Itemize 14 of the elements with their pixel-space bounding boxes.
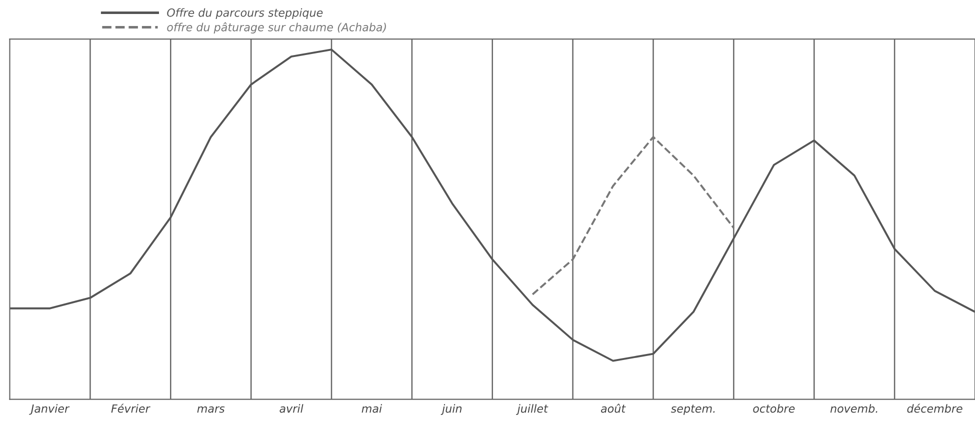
x-tick-label: juillet bbox=[516, 404, 548, 415]
text: Offre du parcours steppique bbox=[167, 8, 323, 19]
x-tick-label: Janvier bbox=[29, 404, 70, 415]
x-tick-label: décembre bbox=[907, 404, 962, 413]
x-tick-label: Février bbox=[111, 404, 150, 413]
x-tick-label: juin bbox=[440, 404, 462, 415]
x-tick-label: avril bbox=[280, 404, 304, 413]
x-tick-label: octobre bbox=[753, 404, 795, 413]
x-tick-label: novemb. bbox=[830, 404, 878, 413]
x-tick-label: mai bbox=[362, 404, 382, 413]
x-tick-label: mars bbox=[197, 406, 225, 413]
text: offre du pâturage sur chaume (Achaba) bbox=[167, 22, 386, 34]
x-tick-label: août bbox=[600, 404, 626, 413]
x-tick-label: septem. bbox=[670, 404, 715, 415]
